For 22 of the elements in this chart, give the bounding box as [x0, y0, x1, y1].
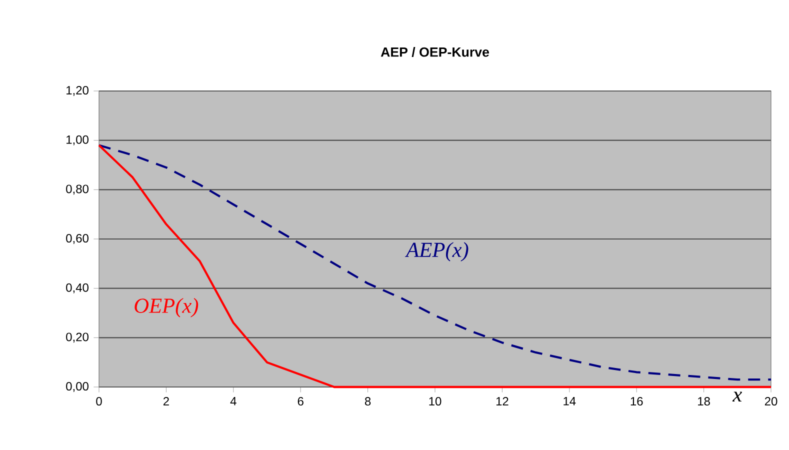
- x-tick-label: 18: [698, 397, 710, 406]
- x-axis-title: x: [732, 392, 742, 402]
- series-label: OEP(x): [134, 298, 198, 318]
- x-tick-label: 2: [163, 397, 169, 406]
- x-tick-label: 10: [429, 397, 442, 406]
- x-tick-label: 20: [764, 397, 778, 406]
- y-tick-label: 0,40: [66, 283, 88, 294]
- x-tick-label: 14: [564, 397, 576, 406]
- x-tick-label: 4: [230, 397, 236, 406]
- chart-title: AEP / OEP-Kurve: [380, 47, 489, 57]
- x-tick-label: 6: [298, 397, 304, 406]
- y-tick-label: 1,00: [66, 135, 88, 146]
- y-tick-label: 0,00: [66, 382, 88, 392]
- y-tick-label: 0,20: [66, 332, 88, 343]
- x-tick-label: 12: [496, 397, 508, 406]
- x-tick-label: 0: [96, 397, 102, 406]
- x-tick-label: 16: [630, 397, 643, 406]
- series-label: AEP(x): [404, 242, 468, 262]
- y-tick-label: 1,20: [66, 86, 88, 96]
- y-tick-label: 0,60: [66, 234, 88, 244]
- x-tick-label: 8: [364, 397, 371, 406]
- y-tick-label: 0,80: [66, 184, 88, 195]
